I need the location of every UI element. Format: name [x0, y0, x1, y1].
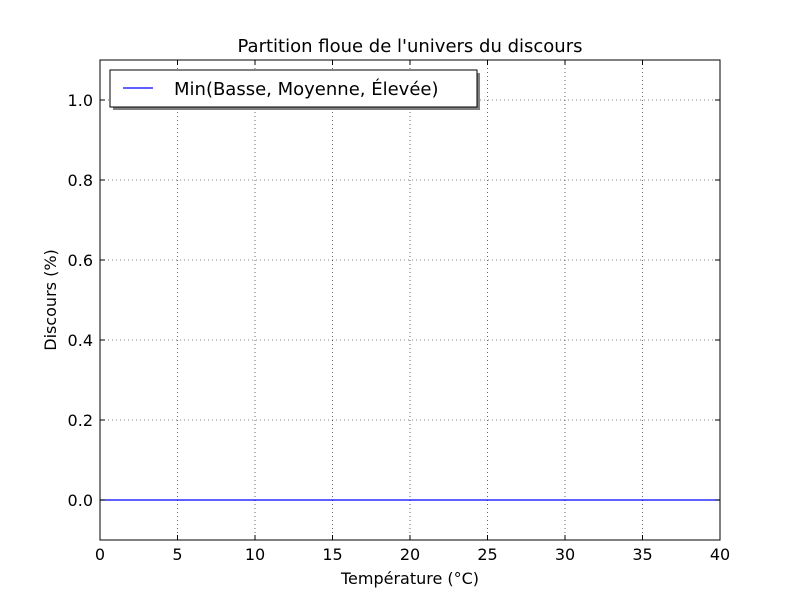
x-tick-label: 40: [710, 545, 730, 564]
x-tick-label: 30: [555, 545, 575, 564]
x-axis-label: Température (°C): [340, 569, 479, 588]
y-tick-label: 0.6: [68, 251, 93, 270]
x-tick-label: 25: [477, 545, 497, 564]
tick-layer: 0 5 10 15 20 25 30 35 40 0.0 0.2 0.4 0.6 0.8 1.0: [68, 60, 730, 564]
chart-title: Partition floue de l'univers du discours: [238, 36, 583, 57]
x-tick-label: 5: [172, 545, 182, 564]
y-tick-label: 0.2: [68, 411, 93, 430]
y-axis-label: Discours (%): [41, 249, 60, 351]
legend: Min(Basse, Moyenne, Élevée): [109, 69, 480, 110]
legend-entry-label: Min(Basse, Moyenne, Élevée): [174, 78, 439, 100]
y-tick-label: 0.4: [68, 331, 93, 350]
x-tick-label: 10: [245, 545, 265, 564]
legend-box: [109, 69, 478, 108]
x-tick-label: 20: [400, 545, 420, 564]
y-tick-label: 0.8: [68, 171, 93, 190]
x-tick-label: 35: [632, 545, 652, 564]
grid-layer: [99, 60, 721, 540]
y-tick-label: 0.0: [68, 491, 93, 510]
x-tick-label: 15: [322, 545, 342, 564]
y-tick-label: 1.0: [68, 91, 93, 110]
x-tick-label: 0: [95, 545, 105, 564]
